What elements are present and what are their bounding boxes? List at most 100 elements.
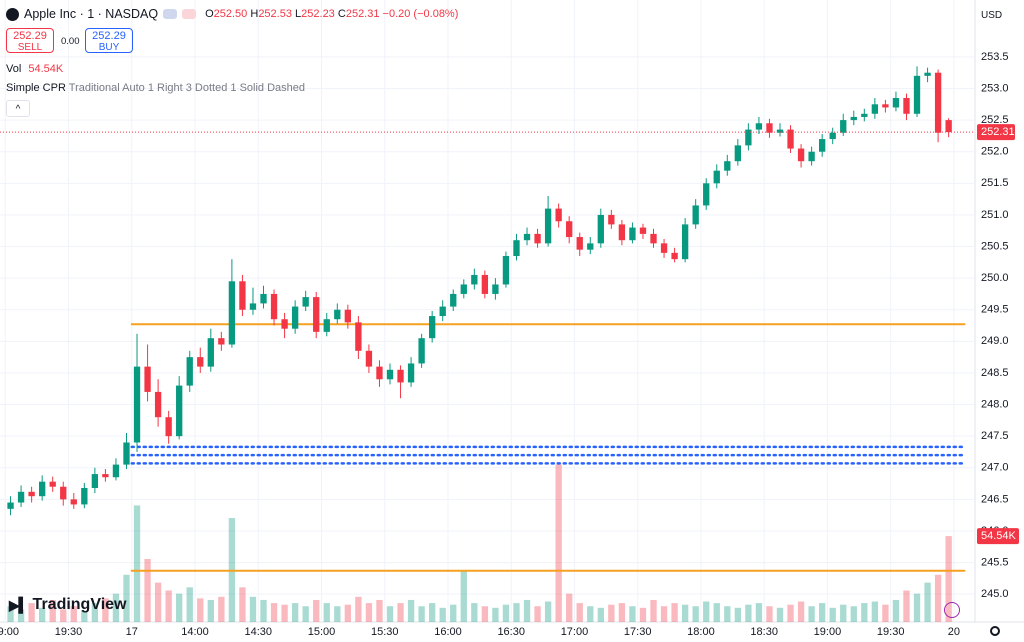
y-tick-label: 247.5: [981, 430, 1009, 442]
candle: [797, 144, 805, 168]
ohlc-value: 252.23: [301, 8, 335, 20]
candle: [492, 278, 499, 300]
candle-body: [218, 338, 225, 345]
candle-body: [91, 474, 99, 488]
volume-bar: [270, 603, 278, 622]
candle: [7, 496, 14, 516]
volume-bar: [618, 603, 626, 622]
volume-bar: [924, 582, 931, 622]
candle-body: [639, 227, 647, 234]
volume-bar: [39, 607, 46, 622]
ohlc-key: C: [337, 8, 346, 20]
candle: [934, 69, 942, 143]
candle-body: [112, 464, 120, 478]
volume-bar: [291, 603, 299, 622]
candle-body: [260, 293, 267, 304]
replay-icon[interactable]: [944, 602, 960, 618]
volume-bar: [81, 610, 88, 622]
candle-body: [544, 208, 552, 244]
candle-body: [513, 240, 520, 257]
candle-body: [207, 338, 214, 367]
candle-body: [819, 139, 826, 152]
volume-bar: [787, 604, 794, 622]
candle: [218, 331, 225, 351]
candle: [302, 290, 309, 311]
candle-body: [945, 120, 952, 133]
candle: [745, 123, 752, 151]
candle: [344, 304, 351, 329]
y-tick-label: 251.5: [981, 177, 1009, 189]
x-tick-label: 19:00: [814, 626, 842, 638]
candle: [228, 259, 236, 348]
candle-body: [755, 123, 763, 130]
ohlc-key: L: [295, 8, 302, 20]
ohlc-value: 252.53: [258, 8, 292, 20]
volume-bar: [502, 604, 510, 622]
volume-bar: [913, 593, 921, 622]
candle: [850, 110, 857, 126]
candle-body: [165, 417, 172, 437]
volume-bar: [713, 603, 720, 622]
candle: [703, 178, 710, 210]
volume-bar: [903, 590, 910, 622]
candle: [397, 365, 404, 399]
collapse-button[interactable]: ^: [6, 100, 30, 117]
x-tick-label: 17: [126, 626, 138, 638]
candle-body: [17, 491, 25, 503]
candle-body: [355, 322, 362, 351]
x-tick-label: 19:30: [877, 626, 905, 638]
buy-price: 252.29: [92, 30, 126, 42]
candle-body: [460, 284, 467, 294]
candle: [334, 303, 341, 324]
candle: [112, 458, 120, 481]
currency[interactable]: USD: [981, 10, 1003, 21]
candle-body: [439, 306, 446, 317]
sell-button[interactable]: 252.29 SELL: [6, 28, 54, 53]
x-tick-label: 14:30: [244, 626, 272, 638]
candle: [323, 312, 330, 337]
volume-bar: [154, 582, 162, 622]
candle: [671, 247, 678, 263]
ohlc-value: 252.31: [345, 8, 380, 20]
candle-body: [133, 366, 141, 443]
volume-label-box: [977, 528, 1019, 545]
indicator-name: Simple CPR: [6, 82, 66, 94]
candle: [439, 300, 446, 322]
candle: [629, 222, 636, 244]
x-tick-label: 15:30: [371, 626, 399, 638]
candle-body: [703, 183, 710, 206]
candle-body: [249, 303, 257, 310]
volume-bar: [523, 599, 531, 622]
volume-bar: [892, 599, 900, 622]
candle: [587, 237, 594, 255]
volume-bar: [407, 599, 415, 622]
volume-bar: [49, 599, 56, 622]
settings-icon[interactable]: [990, 626, 1000, 636]
candle-body: [70, 499, 77, 505]
candle: [239, 274, 246, 317]
candle-body: [829, 132, 836, 140]
indicator-legend[interactable]: Simple CPR Traditional Auto 1 Right 3 Do…: [6, 82, 305, 94]
x-tick-label: 14:00: [181, 626, 209, 638]
volume-bar: [829, 607, 836, 622]
volume-bar: [608, 604, 615, 622]
x-tick-label: 16:30: [497, 626, 525, 638]
volume-bar: [133, 505, 141, 622]
x-tick-label: 15:00: [308, 626, 336, 638]
candle-body: [808, 151, 815, 162]
candle-body: [492, 284, 499, 294]
volume-bar: [249, 596, 257, 622]
volume-bar: [239, 587, 246, 622]
candle: [903, 93, 910, 121]
buy-button[interactable]: 252.29 BUY: [85, 28, 133, 53]
candle: [597, 208, 604, 248]
symbol-title[interactable]: Apple Inc · 1 · NASDAQ: [24, 7, 159, 21]
candle: [639, 223, 647, 239]
candle-body: [376, 366, 383, 380]
volume-bar: [70, 606, 77, 622]
volume-legend[interactable]: Vol 54.54K: [6, 63, 63, 75]
candle: [566, 216, 573, 244]
volume-bar: [313, 599, 320, 622]
candle: [144, 344, 151, 402]
candle-body: [102, 474, 109, 478]
